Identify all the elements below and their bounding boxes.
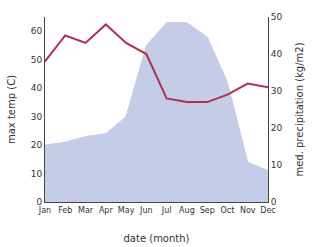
svg-text:Mar: Mar	[78, 206, 94, 215]
svg-text:60: 60	[31, 26, 43, 36]
svg-text:40: 40	[271, 49, 283, 59]
svg-text:50: 50	[31, 55, 43, 65]
svg-text:30: 30	[271, 86, 283, 96]
svg-text:med. precipitation (kg/m2): med. precipitation (kg/m2)	[294, 42, 305, 176]
svg-text:Jan: Jan	[38, 206, 51, 215]
svg-text:40: 40	[31, 83, 43, 93]
svg-text:Oct: Oct	[221, 206, 235, 215]
svg-text:20: 20	[271, 123, 283, 133]
svg-text:30: 30	[31, 112, 43, 122]
svg-text:Sep: Sep	[200, 206, 215, 215]
svg-text:0: 0	[36, 197, 42, 207]
svg-text:Jun: Jun	[139, 206, 153, 215]
svg-text:20: 20	[31, 140, 43, 150]
svg-text:Feb: Feb	[58, 206, 72, 215]
svg-text:Aug: Aug	[179, 206, 195, 215]
svg-text:Nov: Nov	[240, 206, 256, 215]
svg-text:max temp (C): max temp (C)	[6, 75, 17, 144]
svg-text:10: 10	[31, 169, 43, 179]
svg-text:Dec: Dec	[260, 206, 275, 215]
svg-text:May: May	[118, 206, 135, 215]
svg-text:50: 50	[271, 12, 283, 22]
svg-text:10: 10	[271, 160, 283, 170]
svg-text:date (month): date (month)	[124, 233, 190, 244]
svg-text:0: 0	[271, 197, 277, 207]
svg-text:Apr: Apr	[99, 206, 114, 215]
svg-text:Jul: Jul	[161, 206, 172, 215]
